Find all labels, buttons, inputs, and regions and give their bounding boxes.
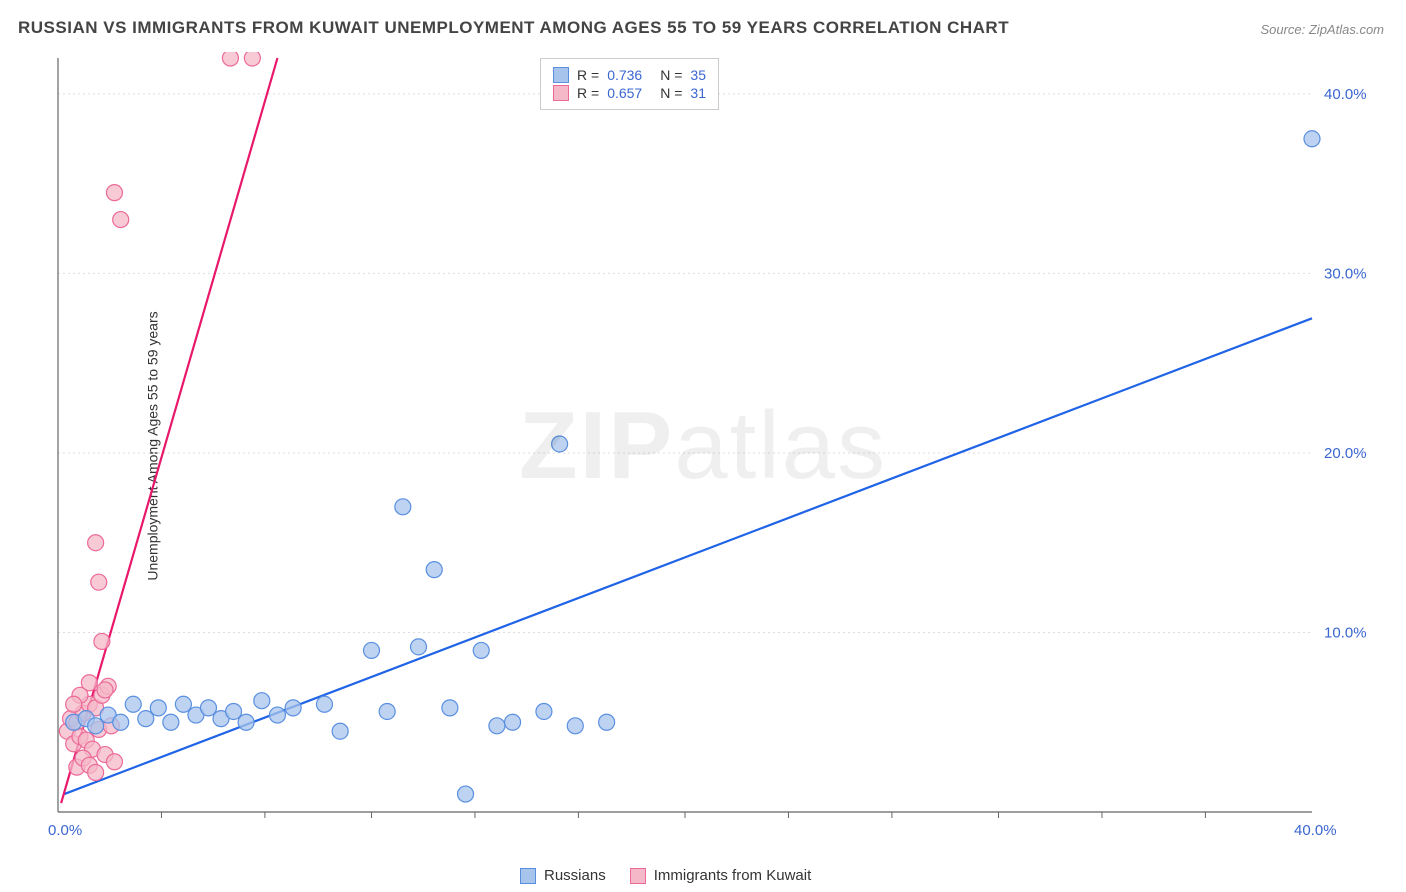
correlation-legend: R = 0.736 N = 35 R = 0.657 N = 31 (540, 58, 719, 110)
legend-swatch-russians (520, 868, 536, 884)
legend-swatch-kuwait (553, 85, 569, 101)
legend-label: Russians (544, 867, 606, 884)
n-value: 35 (690, 67, 706, 83)
svg-text:40.0%: 40.0% (1324, 86, 1367, 103)
legend-row: R = 0.736 N = 35 (553, 67, 706, 83)
r-value: 0.657 (607, 85, 642, 101)
n-value: 31 (690, 85, 706, 101)
legend-row: R = 0.657 N = 31 (553, 85, 706, 101)
n-label: N = (660, 67, 682, 83)
x-axis-max-label: 40.0% (1294, 822, 1337, 839)
svg-text:10.0%: 10.0% (1324, 624, 1367, 641)
series-legend: Russians Immigrants from Kuwait (520, 867, 811, 884)
scatter-plot: 10.0% 20.0% 30.0% 40.0% (52, 52, 1382, 842)
legend-swatch-kuwait (630, 868, 646, 884)
svg-text:20.0%: 20.0% (1324, 445, 1367, 462)
legend-swatch-russians (553, 67, 569, 83)
chart-title: RUSSIAN VS IMMIGRANTS FROM KUWAIT UNEMPL… (18, 18, 1009, 38)
legend-item: Immigrants from Kuwait (630, 867, 812, 884)
n-label: N = (660, 85, 682, 101)
r-label: R = (577, 85, 599, 101)
legend-label: Immigrants from Kuwait (654, 867, 812, 884)
r-value: 0.736 (607, 67, 642, 83)
svg-text:30.0%: 30.0% (1324, 265, 1367, 282)
r-label: R = (577, 67, 599, 83)
x-axis-min-label: 0.0% (48, 822, 82, 839)
source-attribution: Source: ZipAtlas.com (1260, 22, 1384, 37)
legend-item: Russians (520, 867, 606, 884)
